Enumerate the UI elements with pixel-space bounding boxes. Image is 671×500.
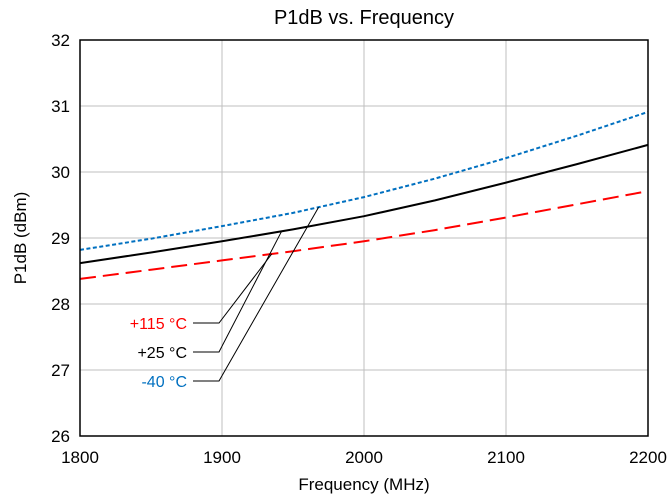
series-line-0 xyxy=(79,190,649,280)
x-axis-title: Frequency (MHz) xyxy=(298,475,429,494)
series-leader-0 xyxy=(193,253,273,324)
series-leader-2 xyxy=(193,206,320,382)
series-label-0: +115 °C xyxy=(130,316,187,333)
series-leader-1 xyxy=(193,231,283,353)
series-lines xyxy=(79,110,649,280)
y-tick-label: 29 xyxy=(51,229,70,248)
x-tick-label: 1900 xyxy=(203,448,241,467)
x-tick-label: 2000 xyxy=(345,448,383,467)
tick-labels: 26 27 28 29 30 31 32 1800 1900 2000 2100 2200 xyxy=(51,31,667,467)
y-tick-label: 31 xyxy=(51,97,70,116)
chart-title: P1dB vs. Frequency xyxy=(274,7,454,29)
series-line-2 xyxy=(79,110,649,251)
x-tick-label: 2100 xyxy=(487,448,525,467)
y-tick-label: 30 xyxy=(51,163,70,182)
series-label-2: -40 °C xyxy=(141,374,187,391)
y-tick-label: 26 xyxy=(51,427,70,446)
x-tick-label: 2200 xyxy=(629,448,667,467)
gridlines xyxy=(80,40,648,436)
y-tick-label: 32 xyxy=(51,31,70,50)
y-tick-label: 28 xyxy=(51,295,70,314)
plot-frame xyxy=(79,39,649,437)
series-label-1: +25 °C xyxy=(137,345,187,362)
y-axis-title: P1dB (dBm) xyxy=(11,192,30,285)
series-annotations: +115 °C +25 °C -40 °C xyxy=(130,206,320,391)
series-line-1 xyxy=(79,143,649,265)
y-tick-label: 27 xyxy=(51,361,70,380)
x-tick-label: 1800 xyxy=(61,448,99,467)
